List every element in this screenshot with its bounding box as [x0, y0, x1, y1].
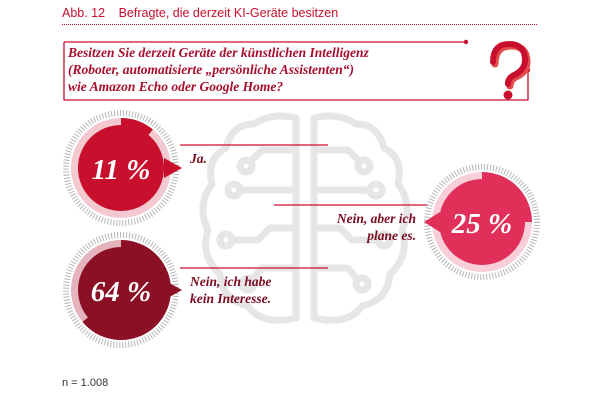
figure-number: Abb. 12 — [62, 6, 106, 20]
value-label-plane: 25 % — [451, 208, 512, 240]
bracket-dot — [463, 39, 469, 45]
category-label-line: Nein, ich habe — [190, 274, 272, 289]
category-label-line: plane es. — [367, 228, 416, 243]
value-label-kein: 64 % — [91, 276, 151, 308]
sample-size: n = 1.008 — [62, 377, 109, 389]
header-divider — [62, 24, 537, 25]
question-line: (Roboter, automatisierte „persönliche As… — [68, 62, 355, 77]
question-mark-icon — [490, 40, 531, 100]
category-label-line: kein Interesse. — [190, 291, 271, 306]
value-circle-plane: 25 % — [424, 164, 540, 280]
category-label-plane: Nein, aber ich plane es. — [310, 210, 416, 244]
figure-title: Befragte, die derzeit KI-Geräte besitzen — [118, 6, 339, 20]
value-circle-kein: 64 % — [63, 232, 182, 348]
category-label-kein: Nein, ich habe kein Interesse. — [190, 273, 271, 307]
category-label-line: Nein, aber ich — [336, 211, 416, 226]
value-circle-ja: 11 % — [63, 110, 182, 226]
question-line: wie Amazon Echo oder Google Home? — [68, 79, 284, 94]
figure-header: Abb. 12 Befragte, die derzeit KI-Geräte … — [62, 6, 338, 20]
question-box: Besitzen Sie derzeit Geräte der künstlic… — [62, 40, 540, 104]
question-text: Besitzen Sie derzeit Geräte der künstlic… — [68, 44, 488, 95]
category-label-ja: Ja. — [190, 150, 207, 167]
question-line: Besitzen Sie derzeit Geräte der künstlic… — [68, 45, 369, 60]
category-label-line: Ja. — [190, 151, 207, 166]
value-label-ja: 11 % — [92, 154, 151, 186]
question-bracket — [63, 42, 529, 101]
